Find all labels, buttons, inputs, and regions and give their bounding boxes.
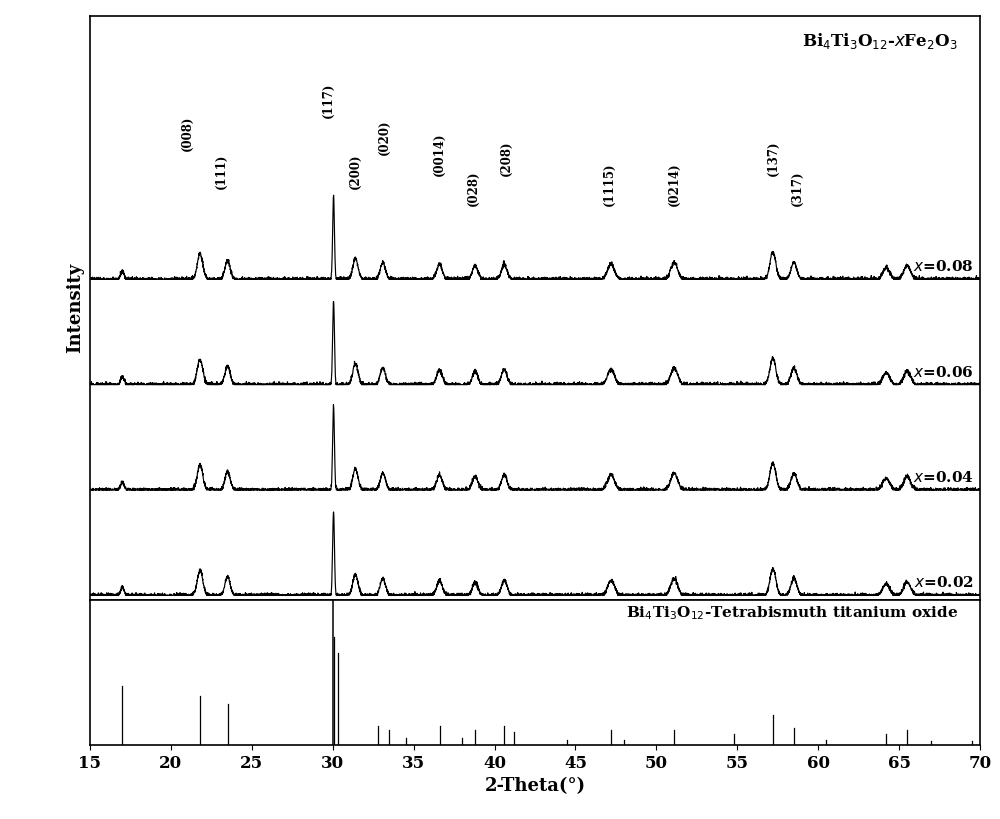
Text: (208): (208) <box>499 141 512 176</box>
Text: (0214): (0214) <box>668 162 681 206</box>
Y-axis label: Intensity: Intensity <box>66 263 84 353</box>
Text: $x$=0.04: $x$=0.04 <box>913 470 974 485</box>
Text: $x$=0.02: $x$=0.02 <box>914 575 974 590</box>
Text: (028): (028) <box>467 170 480 206</box>
Text: (117): (117) <box>321 82 334 117</box>
Text: (200): (200) <box>349 154 362 189</box>
Text: (008): (008) <box>181 115 194 152</box>
Text: $x$=0.06: $x$=0.06 <box>913 364 974 379</box>
Text: Bi$_4$Ti$_3$O$_{12}$-Tetrabismuth titanium oxide: Bi$_4$Ti$_3$O$_{12}$-Tetrabismuth titani… <box>626 604 958 622</box>
Text: (111): (111) <box>215 154 228 189</box>
Text: Bi$_4$Ti$_3$O$_{12}$-$x$Fe$_2$O$_3$: Bi$_4$Ti$_3$O$_{12}$-$x$Fe$_2$O$_3$ <box>802 31 958 51</box>
Text: (317): (317) <box>791 170 804 206</box>
Text: (020): (020) <box>378 120 391 156</box>
Text: $x$=0.08: $x$=0.08 <box>913 260 974 274</box>
X-axis label: 2-Theta(°): 2-Theta(°) <box>484 777 586 795</box>
Text: (1115): (1115) <box>603 162 616 206</box>
Text: (137): (137) <box>766 141 779 176</box>
Text: (0014): (0014) <box>433 133 446 176</box>
